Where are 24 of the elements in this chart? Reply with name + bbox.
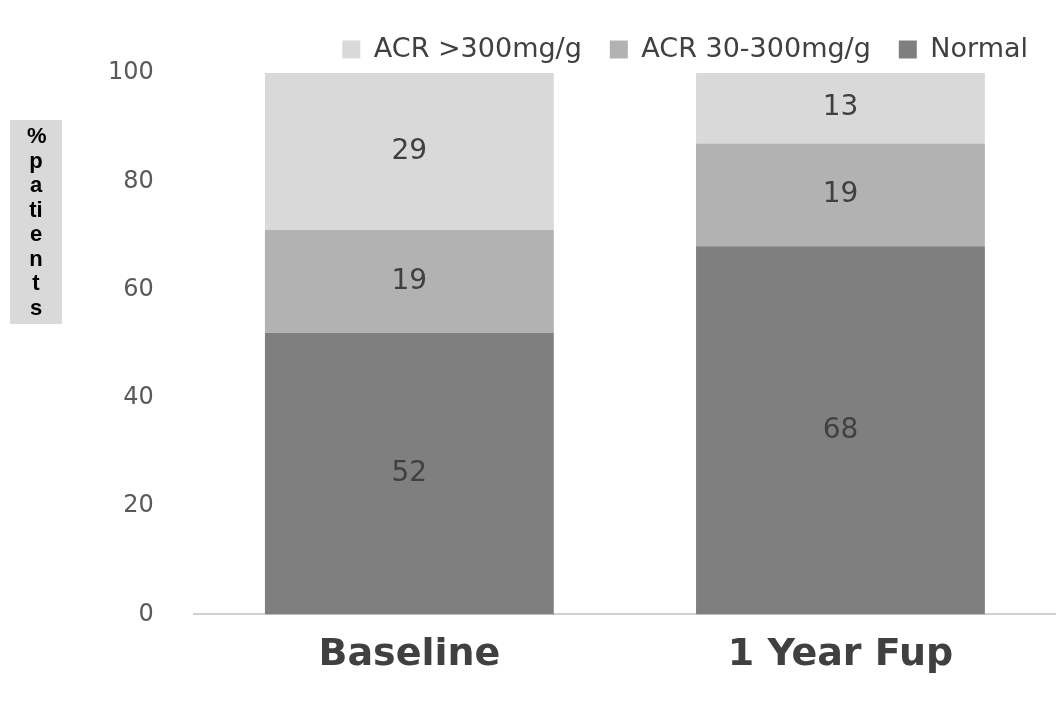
bar <box>264 332 554 615</box>
bar <box>696 143 985 247</box>
x-tick-label: Baseline <box>318 630 501 675</box>
data-label: 29 <box>391 132 428 166</box>
y-tick-label: 60 <box>123 273 154 302</box>
y-tick-label: 100 <box>108 57 154 86</box>
legend-label: ACR 30-300mg/g <box>641 31 871 63</box>
legend-label: Normal <box>930 31 1029 63</box>
bar <box>696 246 985 615</box>
legend-label: ACR >300mg/g <box>373 31 582 63</box>
data-label: 19 <box>391 262 428 296</box>
data-label: 13 <box>822 89 859 123</box>
y-tick-label: 20 <box>123 490 154 519</box>
y-axis-title: %patients <box>10 120 62 324</box>
bar <box>264 73 554 231</box>
data-label: 68 <box>822 411 859 445</box>
y-tick-label: 80 <box>123 165 154 194</box>
bar <box>696 73 985 144</box>
x-tick-label: 1 Year Fup <box>727 630 954 675</box>
data-label: 52 <box>391 454 428 488</box>
bar <box>264 230 554 333</box>
data-label: 19 <box>822 176 859 210</box>
y-tick-label: 0 <box>138 598 154 627</box>
y-tick-label: 40 <box>123 382 154 411</box>
